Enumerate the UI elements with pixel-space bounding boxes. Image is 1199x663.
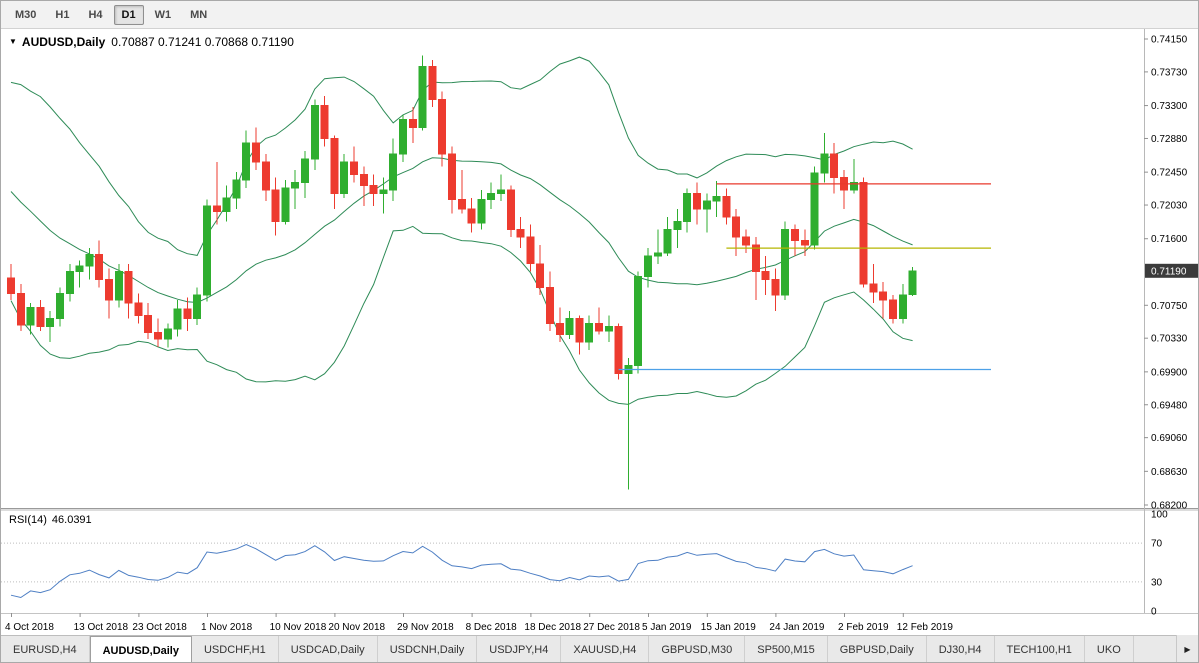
chart-symbol-label: AUDUSD,Daily <box>21 35 106 49</box>
chart-tabbar: EURUSD,H4 AUDUSD,Daily USDCHF,H1 USDCAD,Dai… <box>1 635 1198 662</box>
rsi-axis-labels: 100 70 30 0 <box>1151 510 1168 618</box>
svg-text:0.69060: 0.69060 <box>1151 433 1188 444</box>
svg-text:100: 100 <box>1151 510 1168 521</box>
svg-text:30: 30 <box>1151 577 1163 588</box>
chart-tab-usdjpy-h4[interactable]: USDJPY,H4 <box>477 636 562 662</box>
svg-text:15 Jan 2019: 15 Jan 2019 <box>701 622 756 633</box>
svg-text:4 Oct 2018: 4 Oct 2018 <box>5 622 54 633</box>
chart-tab-eurusd-h4[interactable]: EURUSD,H4 <box>1 636 90 662</box>
svg-text:0.72030: 0.72030 <box>1151 201 1188 212</box>
bollinger-upper-band <box>10 56 913 256</box>
bollinger-middle-band <box>10 157 913 304</box>
svg-text:0.68200: 0.68200 <box>1151 501 1188 512</box>
current-price-badge: 0.71190 <box>1145 263 1198 278</box>
svg-text:0.73300: 0.73300 <box>1151 101 1188 112</box>
timeframe-button-h1[interactable]: H1 <box>55 8 70 21</box>
chart-title: ▼ AUDUSD,Daily 0.70887 0.71241 0.70868 0.7… <box>9 35 294 49</box>
svg-text:0.69900: 0.69900 <box>1151 367 1188 378</box>
chart-ohlc-values: 0.70887 0.71241 0.70868 0.71190 <box>111 35 294 49</box>
chart-tab-gbpusd-daily[interactable]: GBPUSD,Daily <box>827 636 927 662</box>
chart-tab-uko[interactable]: UKO <box>1084 636 1134 662</box>
price-chart-area[interactable]: 0.74150 0.73730 0.73300 0.72880 0.72450 0.720… <box>1 29 1199 635</box>
svg-text:0.71190: 0.71190 <box>1151 266 1187 277</box>
chart-tab-dj30-h4[interactable]: DJ30,H4 <box>926 636 995 662</box>
chart-tab-xauusd-h4[interactable]: XAUUSD,H4 <box>561 636 650 662</box>
svg-text:29 Nov 2018: 29 Nov 2018 <box>397 622 454 633</box>
chart-collapse-icon[interactable]: ▼ <box>9 37 17 46</box>
svg-text:23 Oct 2018: 23 Oct 2018 <box>132 622 187 633</box>
chart-tab-audusd-daily[interactable]: AUDUSD,Daily <box>89 636 192 662</box>
svg-text:12 Feb 2019: 12 Feb 2019 <box>897 622 954 633</box>
svg-text:13 Oct 2018: 13 Oct 2018 <box>74 622 129 633</box>
chart-tab-tech100-h1[interactable]: TECH100,H1 <box>994 636 1085 662</box>
svg-text:0.70330: 0.70330 <box>1151 334 1188 345</box>
svg-text:0.72880: 0.72880 <box>1151 134 1188 145</box>
timeframe-button-w1[interactable]: W1 <box>154 8 172 21</box>
timeframe-toolbar: M30 H1 H4 D1 W1 MN <box>1 1 1198 29</box>
chart-background <box>1 29 1198 635</box>
chart-tab-usdcnh-daily[interactable]: USDCNH,Daily <box>377 636 478 662</box>
candlestick-series <box>7 55 917 490</box>
svg-text:0.69480: 0.69480 <box>1151 400 1188 411</box>
tabbar-scroll-right-button[interactable]: ▶ <box>1176 635 1198 662</box>
chart-tab-usdcad-daily[interactable]: USDCAD,Daily <box>278 636 378 662</box>
rsi-name: RSI(14) <box>9 514 47 526</box>
chart-tab-usdchf-h1[interactable]: USDCHF,H1 <box>191 636 279 662</box>
svg-text:0.71600: 0.71600 <box>1151 234 1188 245</box>
svg-text:0.73730: 0.73730 <box>1151 67 1188 78</box>
svg-text:24 Jan 2019: 24 Jan 2019 <box>769 622 824 633</box>
timeframe-button-h4[interactable]: H4 <box>88 8 103 21</box>
chart-tab-sp500-m15[interactable]: SP500,M15 <box>745 636 828 662</box>
svg-text:10 Nov 2018: 10 Nov 2018 <box>270 622 327 633</box>
svg-text:0.74150: 0.74150 <box>1151 35 1188 46</box>
svg-text:0: 0 <box>1151 607 1157 618</box>
svg-text:1 Nov 2018: 1 Nov 2018 <box>201 622 253 633</box>
date-axis-labels: 4 Oct 2018 13 Oct 2018 23 Oct 2018 1 Nov 20… <box>5 613 953 633</box>
rsi-line <box>10 544 913 599</box>
svg-text:0.72450: 0.72450 <box>1151 168 1188 179</box>
timeframe-button-d1[interactable]: D1 <box>113 4 144 25</box>
svg-text:18 Dec 2018: 18 Dec 2018 <box>524 622 581 633</box>
price-axis-labels: 0.74150 0.73730 0.73300 0.72880 0.72450 0.720… <box>1144 35 1188 512</box>
svg-text:5 Jan 2019: 5 Jan 2019 <box>642 622 692 633</box>
pane-splitter[interactable] <box>1 508 1199 511</box>
right-arrow-icon: ▶ <box>1184 644 1191 654</box>
rsi-value: 46.0391 <box>51 514 92 526</box>
svg-text:0.70750: 0.70750 <box>1151 301 1188 312</box>
svg-text:0.68630: 0.68630 <box>1151 467 1188 478</box>
svg-text:70: 70 <box>1151 539 1163 550</box>
svg-text:20 Nov 2018: 20 Nov 2018 <box>328 622 385 633</box>
timeframe-button-m30[interactable]: M30 <box>15 8 37 21</box>
chart-tab-gbpusd-m30[interactable]: GBPUSD,M30 <box>649 636 746 662</box>
svg-text:8 Dec 2018: 8 Dec 2018 <box>466 622 518 633</box>
svg-text:27 Dec 2018: 27 Dec 2018 <box>583 622 640 633</box>
rsi-indicator-label: RSI(14) 46.0391 <box>9 514 97 526</box>
timeframe-button-mn[interactable]: MN <box>190 8 208 21</box>
svg-text:2 Feb 2019: 2 Feb 2019 <box>838 622 889 633</box>
bollinger-bands <box>10 56 913 405</box>
bollinger-lower-band <box>10 225 913 405</box>
